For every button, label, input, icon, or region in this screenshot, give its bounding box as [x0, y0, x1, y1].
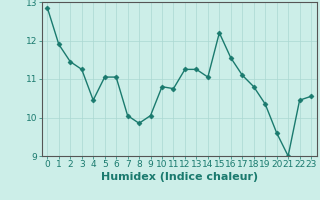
- X-axis label: Humidex (Indice chaleur): Humidex (Indice chaleur): [100, 172, 258, 182]
